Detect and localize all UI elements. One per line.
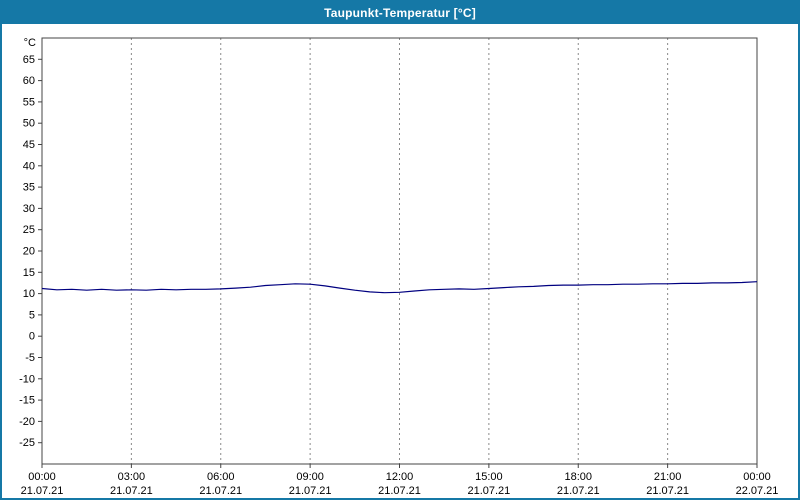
x-date-label: 21.07.21	[467, 485, 510, 497]
x-date-label: 21.07.21	[110, 485, 153, 497]
y-tick-label: 60	[23, 75, 35, 87]
x-time-label: 18:00	[564, 471, 592, 483]
y-tick-label: 25	[23, 224, 35, 236]
x-time-label: 00:00	[28, 471, 56, 483]
y-tick-label: -25	[19, 437, 35, 449]
y-axis-unit-label: °C	[24, 37, 36, 49]
y-tick-label: 20	[23, 246, 35, 258]
x-time-label: 15:00	[475, 471, 503, 483]
y-tick-label: 55	[23, 96, 35, 108]
x-time-label: 21:00	[654, 471, 682, 483]
chart-area: °C 65 60 55 50 45 40 35 30 25 20 15 10 5 0 -5 -10 -15 -20-…	[2, 24, 798, 498]
y-tick-label: 50	[23, 118, 35, 130]
title-bar: Taupunkt-Temperatur [°C]	[2, 2, 798, 24]
y-tick-label: 65	[23, 54, 35, 66]
dewpoint-line	[41, 281, 758, 294]
x-date-label: 21.07.21	[557, 485, 600, 497]
x-time-label: 09:00	[296, 471, 324, 483]
x-date-label: 21.07.21	[289, 485, 332, 497]
y-tick-label: 45	[23, 139, 35, 151]
x-date-label: 21.07.21	[378, 485, 421, 497]
y-tick-label: 40	[23, 160, 35, 172]
y-tick-label: 15	[23, 267, 35, 279]
y-tick-label: -5	[25, 352, 35, 364]
x-time-label: 03:00	[118, 471, 146, 483]
y-tick-label: 10	[23, 288, 35, 300]
x-date-label: 21.07.21	[199, 485, 242, 497]
x-time-label: 00:00	[743, 471, 771, 483]
plot-border	[41, 37, 758, 465]
x-date-label: 21.07.21	[21, 485, 64, 497]
x-date-label: 21.07.21	[646, 485, 689, 497]
y-tick-label: 30	[23, 203, 35, 215]
y-tick-label: -10	[19, 373, 35, 385]
y-tick-label: 0	[29, 331, 35, 343]
x-time-label: 06:00	[207, 471, 235, 483]
window-title: Taupunkt-Temperatur [°C]	[324, 6, 476, 20]
y-tick-label: 5	[29, 309, 35, 321]
x-time-label: 12:00	[386, 471, 414, 483]
x-date-label: 22.07.21	[736, 485, 779, 497]
y-tick-label: -15	[19, 395, 35, 407]
y-tick-label: 35	[23, 182, 35, 194]
y-tick-label: -20	[19, 416, 35, 428]
chart-svg: °C65605550454035302520151050-5-10-15-20-…	[19, 37, 779, 497]
